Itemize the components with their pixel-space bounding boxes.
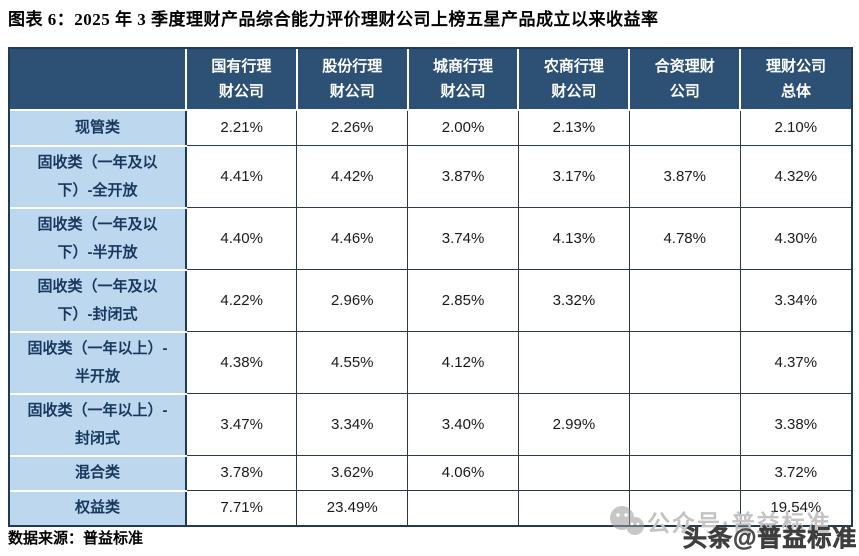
column-header-3: 农商行理财公司: [517, 49, 631, 111]
column-header-label: 合资理财公司: [654, 58, 715, 100]
value-cell-r3-c0: 4.22%: [185, 269, 298, 332]
row-label-1: 固收类（一年及以下）-全开放: [10, 145, 187, 209]
value-cell-r6-c4: [628, 455, 741, 491]
value-cell-r4-c4: [628, 331, 741, 394]
row-label-3: 固收类（一年及以下）-封闭式: [10, 269, 187, 333]
table-row: 固收类（一年及以下）-全开放 4.41% 4.42% 3.87% 3.17% 3.87% 4…: [10, 145, 851, 209]
column-header-4: 合资理财公司: [628, 49, 742, 111]
value-cell-r4-c5: 4.37%: [739, 331, 851, 394]
row-label-text: 权益类: [74, 499, 120, 517]
value-cell-r1-c2: 3.87%: [407, 145, 519, 208]
column-header-5: 理财公司总体: [739, 49, 851, 111]
column-header-2: 城商行理财公司: [406, 49, 520, 111]
value-cell-r7-c1: 23.49%: [296, 490, 409, 525]
value-cell-r5-c1: 3.34%: [296, 393, 409, 456]
row-label-text: 固收类（一年以上）-封闭式: [27, 401, 168, 447]
row-label-text: 固收类（一年以上）-半开放: [27, 339, 168, 385]
value-cell-r7-c3: [517, 490, 630, 525]
column-header-label: 国有行理财公司: [211, 58, 272, 100]
returns-table-wrap: 国有行理财公司 股份行理财公司 城商行理财公司 农商行理财公司 合资理财公司 理财公司总体…: [8, 47, 853, 527]
value-cell-r0-c1: 2.26%: [296, 109, 409, 146]
value-cell-r2-c4: 4.78%: [628, 207, 741, 270]
value-cell-r3-c5: 3.34%: [739, 269, 851, 332]
value-cell-r6-c5: 3.72%: [739, 455, 851, 491]
row-label-6: 混合类: [10, 455, 187, 492]
value-cell-r6-c3: [517, 455, 630, 491]
value-cell-r0-c0: 2.21%: [185, 109, 298, 146]
row-label-text: 现管类: [74, 118, 120, 136]
table-row: 权益类 7.71% 23.49% 19.54%: [10, 490, 851, 525]
returns-table: 国有行理财公司 股份行理财公司 城商行理财公司 农商行理财公司 合资理财公司 理财公司总体…: [10, 49, 851, 525]
value-cell-r1-c0: 4.41%: [185, 145, 298, 208]
table-row: 固收类（一年以上）-封闭式 3.47% 3.34% 3.40% 2.99% 3.38%: [10, 393, 851, 457]
value-cell-r5-c3: 2.99%: [517, 393, 630, 456]
value-cell-r7-c4: [628, 490, 741, 525]
value-cell-r3-c3: 3.32%: [517, 269, 630, 332]
table-row: 固收类（一年及以下）-半开放 4.40% 4.46% 3.74% 4.13% 4.78% 4…: [10, 207, 851, 271]
value-cell-r5-c0: 3.47%: [185, 393, 298, 456]
value-cell-r2-c2: 3.74%: [407, 207, 519, 270]
row-label-4: 固收类（一年以上）-半开放: [10, 331, 187, 395]
row-label-0: 现管类: [10, 110, 187, 147]
figure-title: 图表 6：2025 年 3 季度理财产品综合能力评价理财公司上榜五星产品成立以来…: [8, 10, 659, 29]
value-cell-r2-c0: 4.40%: [185, 207, 298, 270]
column-header-label: 城商行理财公司: [433, 58, 494, 100]
value-cell-r0-c4: [628, 109, 741, 146]
value-cell-r6-c2: 4.06%: [407, 455, 519, 491]
value-cell-r5-c2: 3.40%: [407, 393, 519, 456]
row-label-text: 固收类（一年及以下）-封闭式: [37, 277, 158, 323]
value-cell-r7-c5: 19.54%: [739, 490, 851, 525]
value-cell-r4-c0: 4.38%: [185, 331, 298, 394]
table-row: 固收类（一年及以下）-封闭式 4.22% 2.96% 2.85% 3.32% 3.34%: [10, 269, 851, 333]
table-row: 现管类 2.21% 2.26% 2.00% 2.13% 2.10%: [10, 109, 851, 147]
value-cell-r4-c1: 4.55%: [296, 331, 409, 394]
value-cell-r0-c5: 2.10%: [739, 109, 851, 146]
value-cell-r1-c1: 4.42%: [296, 145, 409, 208]
row-label-text: 固收类（一年及以下）-全开放: [37, 153, 158, 199]
value-cell-r7-c2: [407, 490, 519, 525]
value-cell-r6-c1: 3.62%: [296, 455, 409, 491]
table-row: 混合类 3.78% 3.62% 4.06% 3.72%: [10, 455, 851, 492]
table-corner-cell: [10, 49, 187, 111]
value-cell-r0-c2: 2.00%: [407, 109, 519, 146]
value-cell-r7-c0: 7.71%: [185, 490, 298, 525]
column-header-label: 股份行理财公司: [322, 58, 383, 100]
row-label-2: 固收类（一年及以下）-半开放: [10, 207, 187, 271]
value-cell-r6-c0: 3.78%: [185, 455, 298, 491]
value-cell-r1-c4: 3.87%: [628, 145, 741, 208]
value-cell-r0-c3: 2.13%: [517, 109, 630, 146]
data-source-note: 数据来源：普益标准: [8, 531, 144, 547]
column-header-label: 农商行理财公司: [543, 58, 604, 100]
value-cell-r2-c5: 4.30%: [739, 207, 851, 270]
value-cell-r3-c2: 2.85%: [407, 269, 519, 332]
value-cell-r5-c4: [628, 393, 741, 456]
row-label-5: 固收类（一年以上）-封闭式: [10, 393, 187, 457]
table-header: 国有行理财公司 股份行理财公司 城商行理财公司 农商行理财公司 合资理财公司 理财公司总体: [10, 49, 851, 111]
table-row: 固收类（一年以上）-半开放 4.38% 4.55% 4.12% 4.37%: [10, 331, 851, 395]
value-cell-r3-c4: [628, 269, 741, 332]
column-header-0: 国有行理财公司: [185, 49, 298, 111]
value-cell-r4-c2: 4.12%: [407, 331, 519, 394]
row-label-text: 混合类: [74, 464, 120, 481]
value-cell-r5-c5: 3.38%: [739, 393, 851, 456]
row-label-text: 固收类（一年及以下）-半开放: [37, 215, 158, 261]
value-cell-r1-c5: 4.32%: [739, 145, 851, 208]
value-cell-r1-c3: 3.17%: [517, 145, 630, 208]
value-cell-r3-c1: 2.96%: [296, 269, 409, 332]
value-cell-r2-c1: 4.46%: [296, 207, 409, 270]
value-cell-r4-c3: [517, 331, 630, 394]
column-header-1: 股份行理财公司: [295, 49, 409, 111]
value-cell-r2-c3: 4.13%: [517, 207, 630, 270]
column-header-label: 理财公司总体: [766, 58, 827, 100]
row-label-7: 权益类: [10, 490, 187, 525]
